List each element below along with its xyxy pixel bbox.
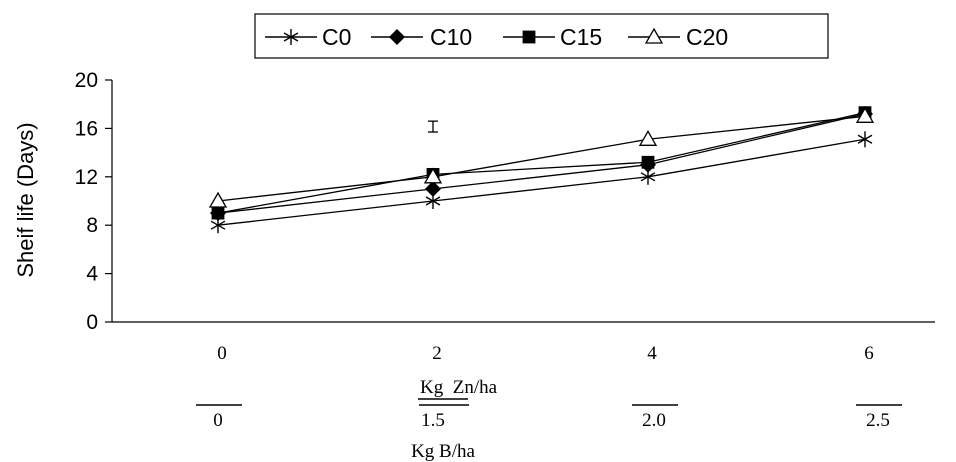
marker-c15 xyxy=(641,155,655,169)
y-tick-label: 20 xyxy=(75,69,98,92)
y-tick-label: 0 xyxy=(86,311,98,334)
x-tick-label: 2 xyxy=(432,343,442,364)
series-line-c0 xyxy=(217,138,866,226)
marker-c15 xyxy=(211,206,225,220)
legend-label: C10 xyxy=(430,24,472,50)
legend-item-c20: C20 xyxy=(628,24,728,50)
x-tick-label: 0 xyxy=(217,343,227,364)
series-line-c20 xyxy=(217,115,866,202)
x-tick-label: 6 xyxy=(864,343,874,364)
y-tick-label: 12 xyxy=(75,166,98,189)
x-axis-label-primary: Kg Zn/ha xyxy=(420,377,498,398)
plot-area: 0 4 8 12 16 20 0 2 4 6 xyxy=(75,69,935,364)
x-secondary-tick-label: 2.0 xyxy=(642,410,666,431)
y-tick-label: 8 xyxy=(86,214,98,237)
marker-c20 xyxy=(638,129,658,146)
x-axis-label-secondary: Kg B/ha xyxy=(411,441,475,462)
y-tick-label: 4 xyxy=(86,263,98,286)
y-axis-label: Sheif life (Days) xyxy=(13,122,38,277)
legend-item-c10: C10 xyxy=(371,24,472,50)
marker-c0 xyxy=(857,131,873,148)
legend-item-c15: C15 xyxy=(503,24,602,50)
legend: C0 C10 C15 C20 xyxy=(254,13,829,59)
legend-marker-c10 xyxy=(389,29,405,45)
legend-label: C0 xyxy=(322,24,351,50)
legend-marker-c0 xyxy=(283,29,299,45)
series-line-c15 xyxy=(217,112,866,214)
x-secondary-tick-label: 1.5 xyxy=(421,410,445,431)
legend-label: C20 xyxy=(686,24,728,50)
marker-c20 xyxy=(423,167,443,184)
legend-marker-c15 xyxy=(522,30,536,44)
marker-c10 xyxy=(425,180,441,197)
marker-c20 xyxy=(855,106,875,123)
x-secondary-tick-label: 2.5 xyxy=(866,410,890,431)
marker-c20 xyxy=(208,191,228,208)
series-line-c10 xyxy=(217,113,866,214)
legend-box xyxy=(254,13,829,59)
legend-marker-c20 xyxy=(644,27,664,44)
legend-label: C15 xyxy=(560,24,602,50)
lsd-error-bar xyxy=(428,120,438,133)
x-secondary-tick-label: 0 xyxy=(213,410,223,431)
y-tick-label: 16 xyxy=(75,117,98,140)
x-tick-label: 4 xyxy=(647,343,657,364)
legend-item-c0: C0 xyxy=(265,24,351,50)
